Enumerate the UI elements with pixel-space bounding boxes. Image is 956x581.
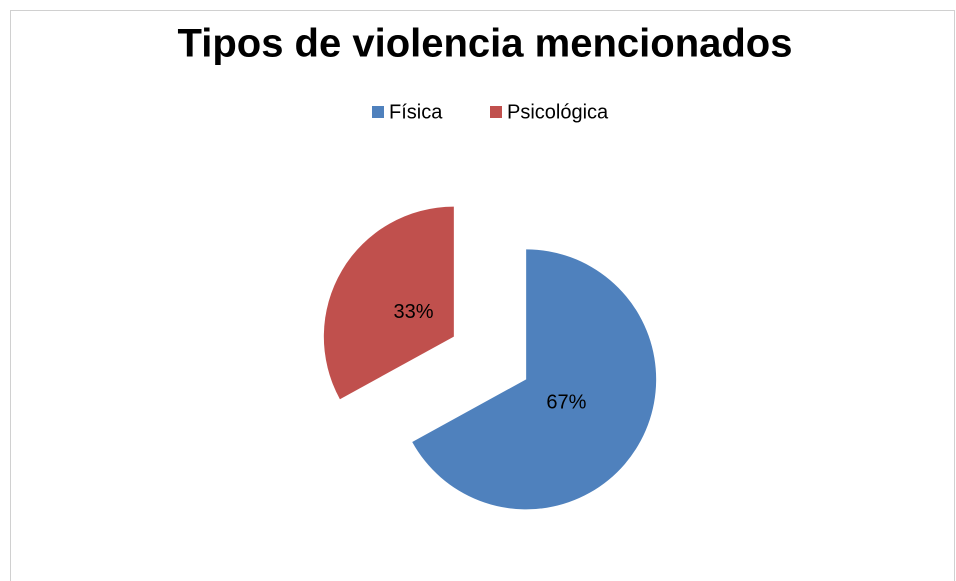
legend-swatch <box>372 106 384 118</box>
legend-label: Psicológica <box>507 101 609 123</box>
chart-title: Tipos de violencia mencionados <box>178 22 793 66</box>
data-label: 33% <box>394 301 434 323</box>
data-label: 67% <box>546 391 586 413</box>
legend-label: Física <box>389 101 443 123</box>
pie-slice <box>412 249 657 510</box>
legend-swatch <box>490 106 502 118</box>
pie-slice <box>323 206 454 400</box>
